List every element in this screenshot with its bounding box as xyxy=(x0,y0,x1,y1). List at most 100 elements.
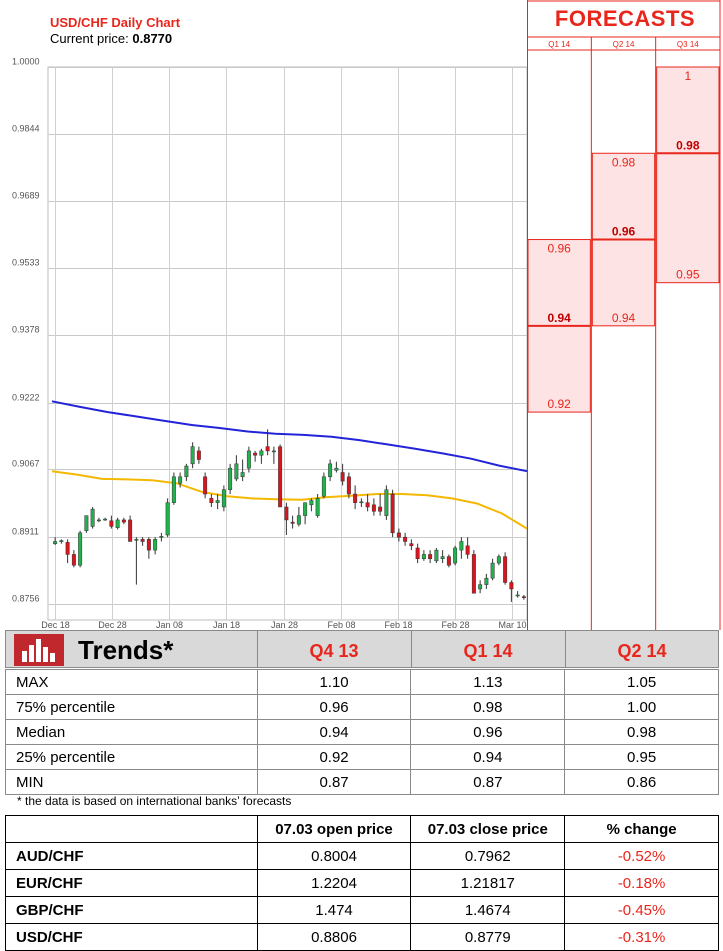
candle-down xyxy=(128,520,131,542)
candle-up xyxy=(185,466,188,477)
candle-up xyxy=(222,490,225,507)
y-tick-label: 0.8911 xyxy=(12,527,39,537)
y-tick-label: 0.9844 xyxy=(12,124,40,134)
candle-up xyxy=(53,541,56,543)
candle-down xyxy=(503,557,506,583)
column-header: 07.03 open price xyxy=(257,816,411,843)
cell-value: 0.92 xyxy=(257,745,411,770)
candle-up xyxy=(160,536,163,537)
table-row: GBP/CHF 1.474 1.4674 -0.45% xyxy=(6,897,719,924)
candle-down xyxy=(522,597,525,598)
cell-value: 0.96 xyxy=(257,695,411,720)
candle-up xyxy=(328,464,331,477)
forecast-panel: Q1 14 Q2 14 Q3 14 0.96 0.94 0.92 0.98 0.96 0.94 1… xyxy=(527,0,720,630)
candle-down xyxy=(253,453,256,455)
candle-up xyxy=(103,519,106,520)
y-axis: 1.0000 0.9844 0.9689 0.9533 0.9378 0.9222 0.90… xyxy=(12,57,40,604)
pair-name: AUD/CHF xyxy=(6,843,258,870)
row-label: MIN xyxy=(6,770,258,795)
trends-col-q4: Q4 13 xyxy=(259,641,409,662)
candle-up xyxy=(297,516,300,525)
candle-down xyxy=(466,546,469,555)
cell-value: 1.13 xyxy=(411,670,565,695)
candle-up xyxy=(172,477,175,503)
candle-up xyxy=(422,554,425,558)
candle-up xyxy=(78,533,81,565)
candle-down xyxy=(472,554,475,593)
trends-col-q2: Q2 14 xyxy=(567,641,717,662)
candle-up xyxy=(303,503,306,516)
x-tick-label: Jan 28 xyxy=(271,620,298,630)
current-price-value: 0.8770 xyxy=(132,31,172,46)
row-label: 25% percentile xyxy=(6,745,258,770)
trends-col-q1: Q1 14 xyxy=(413,641,563,662)
price-chart: 1.0000 0.9844 0.9689 0.9533 0.9378 0.9222 0.90… xyxy=(0,0,723,632)
table-row: EUR/CHF 1.2204 1.21817 -0.18% xyxy=(6,870,719,897)
candle-up xyxy=(360,502,363,503)
cell-value: 1.10 xyxy=(257,670,411,695)
candle-up xyxy=(485,578,488,584)
candle-up xyxy=(322,477,325,496)
x-tick-label: Feb 08 xyxy=(327,620,355,630)
candle-up xyxy=(441,557,444,559)
candle-up xyxy=(216,501,219,503)
candle-up xyxy=(60,541,63,542)
table-row: 75% percentile 0.96 0.98 1.00 xyxy=(6,695,719,720)
candle-down xyxy=(372,505,375,511)
forecast-value-label: 1 xyxy=(684,69,691,83)
y-tick-label: 0.9533 xyxy=(12,258,40,268)
candle-down xyxy=(403,537,406,541)
row-label: MAX xyxy=(6,670,258,695)
candle-up xyxy=(166,503,169,535)
candle-down xyxy=(378,507,381,511)
table-header-row: 07.03 open price 07.03 close price % cha… xyxy=(6,816,719,843)
candle-down xyxy=(122,520,125,522)
cell-value: 0.98 xyxy=(565,720,719,745)
table-row: MIN 0.87 0.87 0.86 xyxy=(6,770,719,795)
open-price: 1.2204 xyxy=(257,870,411,897)
forecast-col-label: Q1 14 xyxy=(548,40,570,49)
candle-down xyxy=(410,544,413,546)
close-price: 0.7962 xyxy=(411,843,565,870)
forecast-value-label: 0.98 xyxy=(676,138,700,152)
candle-down xyxy=(347,477,350,494)
candle-down xyxy=(203,477,206,494)
y-tick-label: 1.0000 xyxy=(12,57,40,67)
fx-table: 07.03 open price 07.03 close price % cha… xyxy=(5,815,719,951)
cell-value: 1.00 xyxy=(565,695,719,720)
candle-up xyxy=(385,490,388,516)
column-header: % change xyxy=(565,816,719,843)
forecast-value-label: 0.98 xyxy=(612,155,636,169)
x-tick-label: Jan 08 xyxy=(156,620,183,630)
candle-up xyxy=(516,595,519,596)
forecast-value-label: 0.96 xyxy=(547,242,571,256)
candle-down xyxy=(353,494,356,503)
close-price: 1.21817 xyxy=(411,870,565,897)
candle-up xyxy=(178,477,181,483)
candle-down xyxy=(391,494,394,533)
candle-up xyxy=(116,520,119,528)
percent-change: -0.18% xyxy=(565,870,719,897)
open-price: 0.8004 xyxy=(257,843,411,870)
x-tick-label: Mar 10 xyxy=(498,620,526,630)
table-row: AUD/CHF 0.8004 0.7962 -0.52% xyxy=(6,843,719,870)
candle-down xyxy=(147,539,150,550)
footnote: * the data is based on international ban… xyxy=(17,794,291,808)
y-tick-label: 0.8756 xyxy=(12,594,40,604)
candle-up xyxy=(435,550,438,561)
cell-value: 0.94 xyxy=(411,745,565,770)
candle-down xyxy=(341,472,344,481)
row-label: Median xyxy=(6,720,258,745)
candle-up xyxy=(460,541,463,550)
close-price: 1.4674 xyxy=(411,897,565,924)
table-row: 25% percentile 0.92 0.94 0.95 xyxy=(6,745,719,770)
percent-change: -0.52% xyxy=(565,843,719,870)
cell-value: 1.05 xyxy=(565,670,719,695)
y-tick-label: 0.9689 xyxy=(12,191,40,201)
candle-up xyxy=(497,557,500,563)
x-tick-label: Feb 28 xyxy=(441,620,469,630)
candle-up xyxy=(491,563,494,578)
candle-down xyxy=(447,557,450,566)
cell-value: 0.87 xyxy=(257,770,411,795)
candle-up xyxy=(91,509,94,526)
